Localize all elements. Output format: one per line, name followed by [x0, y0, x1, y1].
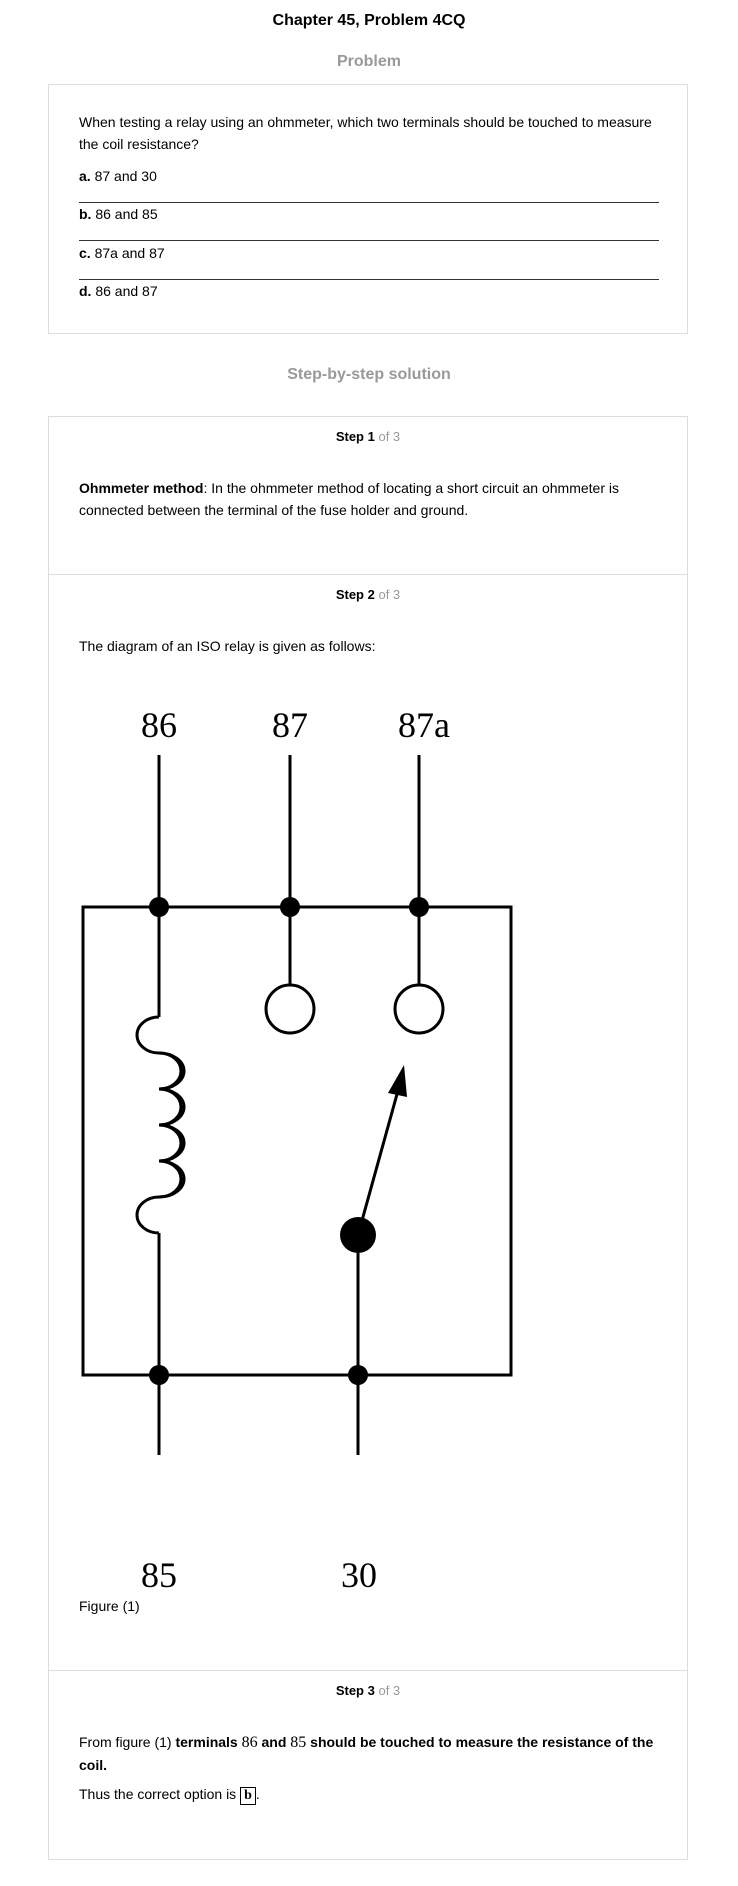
- option-letter: c.: [79, 245, 91, 261]
- conclusion-text: Thus the correct option is b.: [79, 1783, 659, 1805]
- relay-housing: [81, 905, 513, 1377]
- option-text: 87 and 30: [94, 168, 157, 184]
- junction-dot: [149, 1365, 169, 1385]
- terminal-label-87a: 87a: [398, 705, 450, 745]
- question-text: When testing a relay using an ohmmeter, …: [79, 114, 652, 152]
- relay-diagram: 86 87 87a 85 30: [81, 705, 513, 1595]
- terminal-label-86: 86: [141, 705, 177, 745]
- terminal-85: 85: [290, 1734, 307, 1751]
- step-header: Step 2 of 3: [49, 587, 687, 602]
- terminal-label-87: 87: [272, 705, 308, 745]
- terminal-label-30: 30: [341, 1555, 377, 1595]
- step-2: Step 2 of 3 The diagram of an ISO relay …: [49, 574, 687, 1671]
- step-header: Step 3 of 3: [49, 1683, 687, 1698]
- junction-dot: [348, 1365, 368, 1385]
- option-text: 86 and 85: [95, 206, 158, 222]
- solution-card: Step 1 of 3 Ohmmeter method: In the ohmm…: [48, 416, 688, 1860]
- contact-87a: [393, 983, 445, 1035]
- step-3: Step 3 of 3 From figure (1) terminals 86…: [49, 1670, 687, 1861]
- step-label: Step 2: [335, 587, 375, 602]
- conclusion-prefix: Thus the correct option is: [79, 1786, 237, 1802]
- contact-87: [264, 983, 316, 1035]
- switch-pivot: [340, 1217, 376, 1253]
- bold-text: terminals: [175, 1734, 238, 1750]
- step-label: Step 1: [335, 429, 375, 444]
- option-letter: d.: [79, 283, 92, 299]
- step-1: Step 1 of 3 Ohmmeter method: In the ohmm…: [49, 417, 687, 574]
- step-text: From figure (1) terminals 86 and 85 shou…: [79, 1731, 659, 1776]
- definition: : In the ohmmeter method of locating a s…: [79, 480, 619, 518]
- coil: [135, 967, 186, 1455]
- step-text: The diagram of an ISO relay is given as …: [79, 638, 376, 654]
- period: .: [255, 1786, 260, 1802]
- step-count: of 3: [378, 1683, 401, 1698]
- option-c: c. 87a and 87: [79, 242, 659, 280]
- page-title: Chapter 45, Problem 4CQ: [272, 12, 466, 29]
- text-prefix: From figure (1): [79, 1734, 176, 1750]
- option-a: a. 87 and 30: [79, 165, 659, 203]
- bold-and: and: [261, 1734, 287, 1750]
- problem-card: When testing a relay using an ohmmeter, …: [48, 84, 688, 334]
- solution-heading: Step-by-step solution: [287, 366, 451, 383]
- terminal-86: 86: [241, 1734, 258, 1751]
- option-d: d. 86 and 87: [79, 280, 659, 317]
- junction-dot: [409, 897, 429, 917]
- option-text: 86 and 87: [95, 283, 158, 299]
- bold-text: should be touched to measure the resista…: [79, 1734, 654, 1773]
- switch-arm: [356, 1086, 401, 1236]
- step-count: of 3: [378, 587, 401, 602]
- step-text: Ohmmeter method: In the ohmmeter method …: [79, 477, 659, 521]
- problem-heading: Problem: [336, 53, 401, 70]
- step-label: Step 3: [335, 1683, 375, 1698]
- terminal-label-85: 85: [141, 1555, 177, 1595]
- step-header: Step 1 of 3: [49, 429, 687, 444]
- option-b: b. 86 and 85: [79, 203, 659, 241]
- switch-arrow-icon: [388, 1065, 407, 1097]
- answer-box: b: [240, 1787, 256, 1805]
- step-count: of 3: [378, 429, 401, 444]
- option-text: 87a and 87: [94, 245, 165, 261]
- junction-dot: [280, 897, 300, 917]
- junction-dot: [149, 897, 169, 917]
- figure-caption: Figure (1): [79, 1598, 140, 1614]
- option-letter: a.: [79, 168, 91, 184]
- term: Ohmmeter method: [79, 480, 204, 496]
- option-letter: b.: [79, 206, 92, 222]
